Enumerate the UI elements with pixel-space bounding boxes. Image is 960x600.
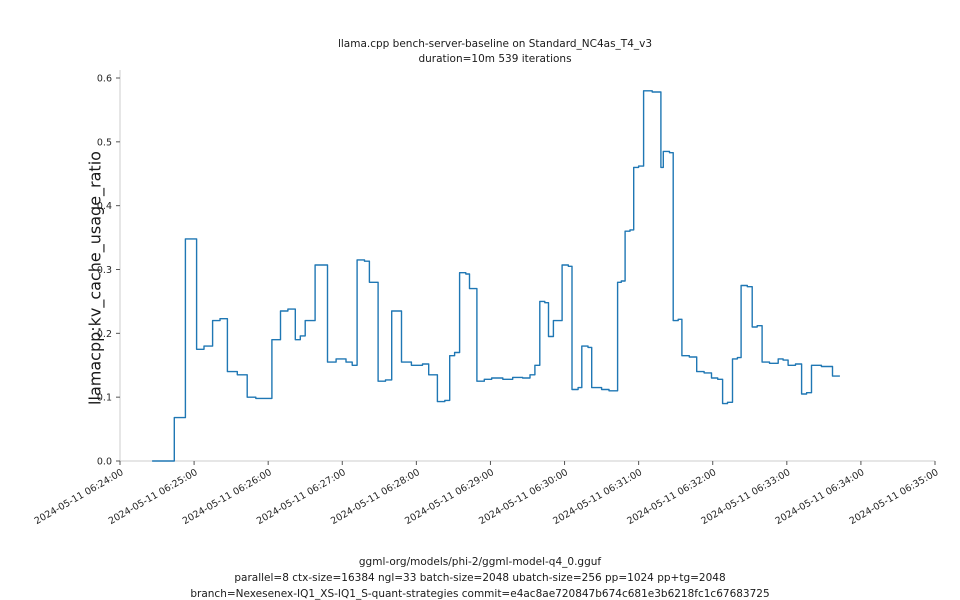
footer-branch-commit: branch=Nexesenex-IQ1_XS-IQ1_S-quant-stra… <box>190 588 770 600</box>
y-axis-label: llamacpp:kv_cache_usage_ratio <box>85 151 105 405</box>
footer-run-params: parallel=8 ctx-size=16384 ngl=33 batch-s… <box>234 572 726 584</box>
y-tick-label: 0.4 <box>97 201 112 212</box>
y-tick-label: 0.2 <box>97 329 112 340</box>
kv-cache-usage-line <box>152 90 840 462</box>
y-tick-label: 0.3 <box>97 265 112 276</box>
footer-model-path: ggml-org/models/phi-2/ggml-model-q4_0.gg… <box>358 556 602 568</box>
y-tick-label: 0.0 <box>97 457 112 468</box>
y-tick-label: 0.5 <box>97 137 112 148</box>
chart-subtitle: duration=10m 539 iterations <box>418 53 572 65</box>
y-tick-label: 0.6 <box>97 74 112 85</box>
chart-title: llama.cpp bench-server-baseline on Stand… <box>337 38 653 50</box>
y-tick-label: 0.1 <box>97 393 112 404</box>
